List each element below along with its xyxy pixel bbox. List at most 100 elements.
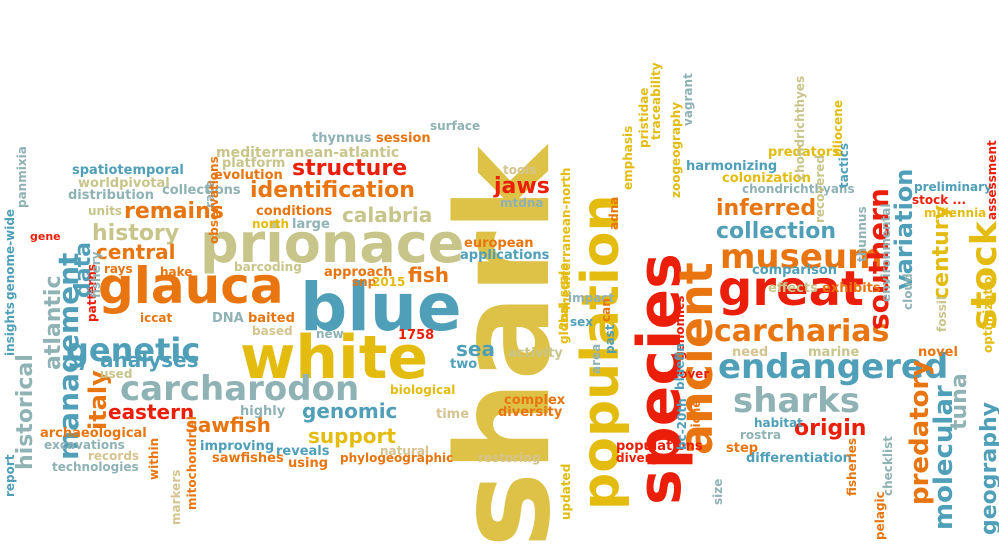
word-58: north (252, 217, 289, 231)
word-95: harmonizing (686, 159, 777, 174)
word-21: predatory (905, 360, 935, 505)
word-62: european (464, 236, 534, 251)
word-79: biological (390, 383, 455, 397)
word-39: fish (408, 263, 449, 287)
word-137: pristidae (637, 88, 651, 148)
word-61: tools (503, 163, 536, 177)
word-12: museum (720, 237, 883, 277)
word-134: can (599, 298, 613, 322)
word-116: cover (672, 367, 709, 381)
word-78: used (100, 367, 132, 381)
word-140: zoogeography (669, 102, 683, 198)
word-24: southern (862, 188, 895, 330)
word-122: patterns (85, 264, 99, 322)
word-103: marine (808, 345, 859, 360)
word-70: iccat (140, 311, 172, 325)
word-100: exhibits (822, 281, 881, 296)
word-40: sea (456, 337, 495, 361)
word-31: central (96, 240, 175, 264)
word-97: predators (768, 145, 840, 160)
word-98: chondrichthyans (742, 182, 855, 196)
word-126: within (147, 438, 161, 480)
word-63: applications (460, 248, 550, 263)
word-53: worldpivotal (78, 176, 170, 191)
word-6: population (571, 194, 631, 510)
word-10: management (52, 253, 85, 460)
word-125: observations (207, 156, 221, 244)
word-120: genome-wide (3, 209, 17, 300)
word-81: time (436, 407, 469, 422)
word-43: collection (716, 219, 836, 244)
word-14: sharks (733, 381, 860, 421)
word-84: archaeological (40, 426, 147, 441)
word-156: pelagic (873, 491, 887, 540)
word-143: bc-20th (675, 398, 689, 450)
word-94: restoring (478, 451, 540, 465)
word-8: ancient (669, 262, 723, 455)
word-128: mitochondrial (185, 416, 199, 510)
word-17: historical (13, 354, 38, 470)
word-4: blue (300, 269, 462, 346)
word-90: reveals (276, 444, 330, 459)
word-57: conditions (256, 204, 333, 219)
word-18: atlantic (41, 275, 66, 370)
word-154: checklist (881, 436, 895, 496)
word-142: bluefin (673, 343, 687, 390)
word-96: colonization (722, 171, 811, 186)
word-28: remains (124, 199, 224, 224)
word-138: traceability (649, 62, 663, 140)
word-83: diversity (498, 405, 563, 420)
word-149: tactics (837, 143, 851, 188)
word-86: records (88, 449, 139, 463)
word-44: origin (794, 416, 866, 441)
word-102: need (732, 345, 768, 360)
word-72: baited (248, 311, 295, 326)
word-22: tuna (947, 373, 972, 430)
word-73: based (252, 324, 293, 338)
word-51: evolution (214, 168, 283, 183)
word-129: updated (559, 464, 573, 520)
word-41: jaws (493, 174, 550, 199)
word-33: eastern (108, 400, 194, 424)
word-91: using (288, 456, 328, 471)
word-68: snp (352, 275, 377, 289)
word-55: collections (162, 183, 241, 198)
word-38: genomic (302, 399, 397, 423)
word-113: millennia (924, 206, 986, 220)
word-133: past (603, 324, 617, 354)
word-32: analyses (100, 348, 199, 372)
word-136: emphasis (621, 126, 635, 190)
word-124: rare (203, 180, 217, 208)
word-20: molecular (929, 385, 959, 530)
word-104: novel (918, 345, 958, 360)
word-105: habitat (754, 416, 803, 430)
word-145: size (711, 479, 725, 505)
word-0: shark (430, 143, 579, 548)
word-47: thynnus (312, 131, 372, 146)
word-11: endangered (718, 347, 948, 387)
word-71: DNA (212, 311, 244, 326)
word-46: mediterranean-north (559, 168, 573, 310)
word-111: preliminary (914, 180, 992, 194)
word-64: rays (104, 262, 133, 276)
word-50: platform (222, 156, 285, 171)
word-13: carcharias (714, 314, 889, 349)
word-119: insights (3, 302, 17, 356)
word-34: italy (84, 370, 112, 430)
word-9: carcharodon (120, 369, 359, 409)
word-155: fisheries (845, 438, 859, 496)
word-75: 1758 (398, 328, 434, 343)
word-27: identification (250, 178, 415, 203)
word-67: hake (160, 265, 192, 279)
word-19: geography (977, 402, 999, 535)
word-16: stock (964, 220, 999, 330)
word-152: cloud (901, 273, 915, 310)
word-118: panmixia (15, 146, 29, 208)
word-5: glauca (98, 257, 284, 315)
word-117: gene (30, 230, 61, 243)
word-130: global-scale (557, 263, 571, 344)
word-7: great (718, 261, 864, 317)
word-158: assessment (985, 140, 999, 220)
word-114: impact (568, 291, 614, 305)
